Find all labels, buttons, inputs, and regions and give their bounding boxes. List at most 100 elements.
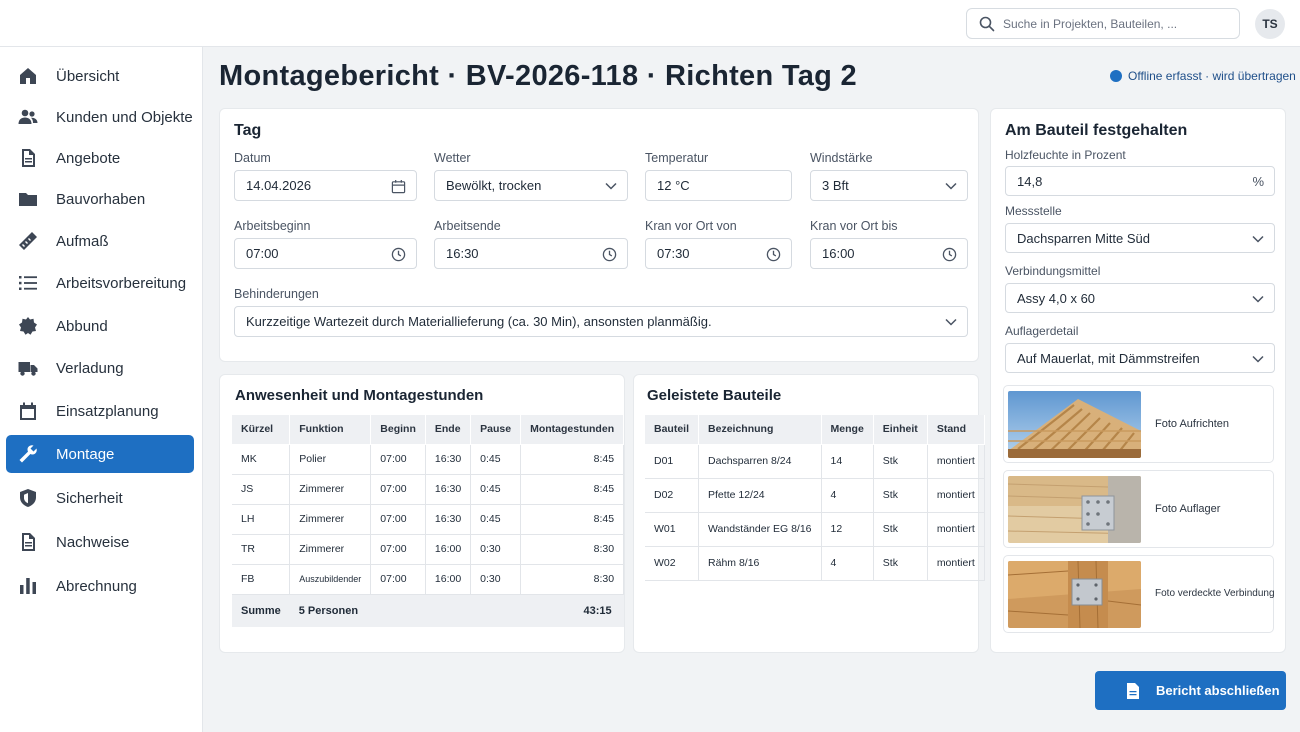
cell-kuerzel: MK: [232, 444, 291, 475]
messstelle-value: Dachsparren Mitte Süd: [1017, 230, 1150, 246]
cell-einheit: Stk: [873, 444, 928, 479]
table-row[interactable]: W01 Wandständer EG 8/16 12 Stk montiert: [645, 512, 985, 547]
table-row[interactable]: TR Zimmerer 07:00 16:00 0:30 8:30: [232, 534, 625, 565]
auflagerdetail-value: Auf Mauerlat, mit Dämmstreifen: [1017, 350, 1200, 366]
kran-bis-label: Kran vor Ort bis: [810, 219, 898, 233]
sidebar-item-abrechnung[interactable]: Abrechnung: [6, 567, 194, 605]
cell-funktion: Zimmerer: [289, 504, 372, 535]
messstelle-select[interactable]: Dachsparren Mitte Süd: [1005, 223, 1275, 253]
verbindungsmittel-select[interactable]: Assy 4,0 x 60: [1005, 283, 1275, 313]
table-row[interactable]: W02 Rähm 8/16 4 Stk montiert: [645, 546, 985, 581]
sidebar-item-montage[interactable]: Montage: [6, 435, 194, 473]
finish-report-button[interactable]: Bericht abschließen: [1095, 671, 1286, 710]
clock-icon[interactable]: [942, 247, 957, 262]
top-bar: TS: [0, 0, 1300, 47]
search-icon: [979, 16, 995, 31]
photo-label: Foto Auflager: [1155, 503, 1221, 515]
hidden-connector-photo[interactable]: [1008, 561, 1141, 628]
cell-bauteil: D02: [645, 478, 700, 513]
kran-von-field[interactable]: 07:30: [645, 238, 792, 269]
cell-ende: 16:00: [425, 564, 472, 595]
holzfeuchte-field[interactable]: 14,8 %: [1005, 166, 1275, 196]
clock-icon[interactable]: [602, 247, 617, 262]
sidebar-item-angebote[interactable]: Angebote: [6, 139, 194, 177]
table-row[interactable]: JS Zimmerer 07:00 16:30 0:45 8:45: [232, 474, 625, 505]
sidebar-item-label: Sicherheit: [56, 489, 123, 507]
document-icon: [22, 149, 35, 167]
cell-einheit: Stk: [873, 512, 928, 547]
sidebar-item-label: Übersicht: [56, 67, 120, 85]
list-icon: [19, 276, 37, 290]
behinderungen-select[interactable]: Kurzzeitige Wartezeit durch Materiallief…: [234, 306, 968, 337]
tag-card: Tag Datum 14.04.2026 Wetter Bewölkt, tro…: [219, 108, 979, 362]
table-row[interactable]: D01 Dachsparren 8/24 14 Stk montiert: [645, 444, 985, 479]
windstaerke-label: Windstärke: [810, 151, 873, 165]
column-header: Menge: [821, 415, 874, 445]
cell-montagestunden: 8:45: [520, 504, 625, 535]
calendar-icon[interactable]: [391, 179, 406, 194]
arbeitsende-field[interactable]: 16:30: [434, 238, 628, 269]
cell-pause: 0:45: [470, 474, 522, 505]
arbeitsbeginn-field[interactable]: 07:00: [234, 238, 417, 269]
cell-pause: 0:30: [470, 534, 522, 565]
table-row[interactable]: D02 Pfette 12/24 4 Stk montiert: [645, 478, 985, 513]
sidebar-item-arbeitsvorbereitung[interactable]: Arbeitsvorbereitung: [6, 264, 194, 302]
bauteil-detail-title: Am Bauteil festgehalten: [1005, 122, 1188, 139]
folder-icon: [19, 193, 37, 206]
sidebar-item-label: Montage: [56, 445, 115, 463]
sync-status: Offline erfasst · wird übertragen: [1110, 69, 1296, 83]
sidebar-item-bauvorhaben[interactable]: Bauvorhaben: [6, 180, 194, 218]
user-avatar[interactable]: TS: [1255, 9, 1285, 39]
windstaerke-select[interactable]: 3 Bft: [810, 170, 968, 201]
cell-pause: 0:30: [470, 564, 522, 595]
photo-card-auflager[interactable]: Foto Auflager: [1003, 470, 1274, 548]
auflagerdetail-select[interactable]: Auf Mauerlat, mit Dämmstreifen: [1005, 343, 1275, 373]
photo-card-verdeckte-verbindung[interactable]: Foto verdeckte Verbindung: [1003, 555, 1275, 633]
arbeitsende-value: 16:30: [446, 246, 479, 261]
wetter-select[interactable]: Bewölkt, trocken: [434, 170, 628, 201]
clock-icon[interactable]: [766, 247, 781, 262]
sidebar-item-aufmass[interactable]: Aufmaß: [6, 222, 194, 260]
table-row[interactable]: MK Polier 07:00 16:30 0:45 8:45: [232, 444, 625, 475]
sidebar-item-verladung[interactable]: Verladung: [6, 349, 194, 387]
cell-bezeichnung: Rähm 8/16: [698, 546, 822, 581]
column-header: Bezeichnung: [698, 415, 822, 445]
sidebar-item-einsatzplanung[interactable]: Einsatzplanung: [6, 392, 194, 430]
temperatur-label: Temperatur: [645, 151, 709, 165]
kran-bis-field[interactable]: 16:00: [810, 238, 968, 269]
cell-funktion: Zimmerer: [289, 474, 372, 505]
datum-field[interactable]: 14.04.2026: [234, 170, 417, 201]
cell-funktion: Auszubildender: [289, 564, 372, 595]
kran-von-label: Kran vor Ort von: [645, 219, 737, 233]
shield-icon: [20, 489, 36, 507]
sidebar-item-sicherheit[interactable]: Sicherheit: [6, 479, 194, 517]
search-input[interactable]: [1003, 16, 1223, 31]
cell-kuerzel: LH: [232, 504, 291, 535]
sidebar-item-label: Bauvorhaben: [56, 190, 146, 208]
sidebar-item-uebersicht[interactable]: Übersicht: [6, 57, 194, 95]
roof-truss-photo[interactable]: [1008, 391, 1141, 458]
behinderungen-value: Kurzzeitige Wartezeit durch Materiallief…: [246, 314, 712, 329]
wrench-icon: [19, 445, 37, 463]
support-bracket-photo[interactable]: [1008, 476, 1141, 543]
sidebar-item-nachweise[interactable]: Nachweise: [6, 523, 194, 561]
people-icon: [18, 109, 38, 124]
search-box[interactable]: [966, 8, 1240, 39]
clock-icon[interactable]: [391, 247, 406, 262]
sidebar-item-kunden[interactable]: Kunden und Objekte: [6, 98, 194, 136]
column-header: Funktion: [289, 415, 372, 445]
home-icon: [20, 68, 36, 84]
cell-montagestunden: 8:45: [520, 444, 625, 475]
datum-value: 14.04.2026: [246, 178, 312, 193]
temperatur-field[interactable]: 12 °C: [645, 170, 792, 201]
photo-card-aufrichten[interactable]: Foto Aufrichten: [1003, 385, 1274, 463]
sync-status-text: Offline erfasst · wird übertragen: [1128, 69, 1296, 83]
cell-montagestunden: 8:30: [520, 564, 625, 595]
sidebar-item-abbund[interactable]: Abbund: [6, 307, 194, 345]
table-row[interactable]: FB Auszubildender 07:00 16:00 0:30 8:30: [232, 564, 625, 595]
table-row[interactable]: LH Zimmerer 07:00 16:30 0:45 8:45: [232, 504, 625, 535]
document-icon: [1127, 682, 1139, 699]
cell-bauteil: D01: [645, 444, 700, 479]
wetter-label: Wetter: [434, 151, 471, 165]
cell-beginn: 07:00: [370, 504, 426, 535]
